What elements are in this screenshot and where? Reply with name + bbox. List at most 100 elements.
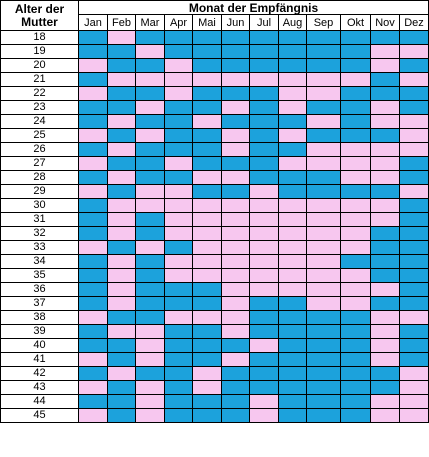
mother-age-cell: 19 — [0, 44, 79, 59]
boy-cell — [278, 324, 307, 339]
boy-cell — [278, 366, 307, 381]
boy-cell — [107, 156, 136, 171]
boy-cell — [370, 240, 400, 255]
boy-cell — [164, 394, 193, 409]
mother-age-cell: 38 — [0, 310, 79, 325]
boy-cell — [340, 44, 371, 59]
boy-cell — [164, 114, 193, 129]
table-row: 36 — [0, 282, 429, 297]
girl-cell — [221, 128, 250, 143]
girl-cell — [340, 212, 371, 227]
boy-cell — [249, 44, 279, 59]
boy-cell — [221, 30, 250, 45]
girl-cell — [249, 408, 279, 423]
boy-cell — [164, 128, 193, 143]
boy-cell — [278, 170, 307, 185]
girl-cell — [192, 268, 222, 283]
girl-cell — [249, 226, 279, 241]
boy-cell — [278, 408, 307, 423]
girl-cell — [135, 72, 165, 87]
boy-cell — [192, 128, 222, 143]
boy-cell — [164, 380, 193, 395]
girl-cell — [135, 394, 165, 409]
month-header-jan: Jan — [78, 14, 108, 31]
boy-cell — [164, 296, 193, 311]
girl-cell — [107, 324, 136, 339]
boy-cell — [370, 296, 400, 311]
boy-cell — [221, 408, 250, 423]
boy-cell — [340, 30, 371, 45]
boy-cell — [249, 114, 279, 129]
girl-cell — [306, 142, 341, 157]
mother-age-cell: 31 — [0, 212, 79, 227]
mother-age-cell: 41 — [0, 352, 79, 367]
month-header-mai: Mai — [192, 14, 222, 31]
girl-cell — [278, 212, 307, 227]
boy-cell — [164, 324, 193, 339]
boy-cell — [340, 324, 371, 339]
boy-cell — [306, 58, 341, 73]
title-row: Alter der Mutter Monat der Empfängnis — [0, 0, 429, 31]
boy-cell — [192, 296, 222, 311]
boy-cell — [78, 394, 108, 409]
girl-cell — [249, 212, 279, 227]
boy-cell — [135, 30, 165, 45]
boy-cell — [249, 100, 279, 115]
table-row: 45 — [0, 408, 429, 423]
girl-cell — [370, 58, 400, 73]
month-header-feb: Feb — [107, 14, 136, 31]
boy-cell — [221, 394, 250, 409]
boy-cell — [192, 282, 222, 297]
boy-cell — [164, 408, 193, 423]
girl-cell — [107, 212, 136, 227]
table-row: 28 — [0, 170, 429, 185]
boy-cell — [78, 282, 108, 297]
boy-cell — [107, 240, 136, 255]
boy-cell — [340, 58, 371, 73]
boy-cell — [164, 366, 193, 381]
mother-age-cell: 25 — [0, 128, 79, 143]
mother-age-cell: 44 — [0, 394, 79, 409]
girl-cell — [249, 254, 279, 269]
girl-cell — [78, 240, 108, 255]
girl-cell — [278, 100, 307, 115]
boy-cell — [135, 170, 165, 185]
girl-cell — [340, 170, 371, 185]
boy-cell — [249, 380, 279, 395]
girl-cell — [399, 380, 429, 395]
boy-cell — [278, 114, 307, 129]
mother-age-header: Alter der Mutter — [0, 0, 79, 31]
girl-cell — [221, 254, 250, 269]
girl-cell — [399, 72, 429, 87]
table-row: 20 — [0, 58, 429, 73]
boy-cell — [249, 310, 279, 325]
table-row: 43 — [0, 380, 429, 395]
table-row: 31 — [0, 212, 429, 227]
boy-cell — [164, 44, 193, 59]
table-row: 26 — [0, 142, 429, 157]
girl-cell — [164, 86, 193, 101]
mother-age-cell: 23 — [0, 100, 79, 115]
girl-cell — [370, 212, 400, 227]
girl-cell — [107, 114, 136, 129]
month-header-jul: Jul — [249, 14, 279, 31]
girl-cell — [278, 226, 307, 241]
boy-cell — [306, 380, 341, 395]
boy-cell — [278, 296, 307, 311]
boy-cell — [135, 282, 165, 297]
girl-cell — [192, 310, 222, 325]
boy-cell — [306, 100, 341, 115]
girl-cell — [107, 366, 136, 381]
girl-cell — [164, 268, 193, 283]
boy-cell — [192, 30, 222, 45]
boy-cell — [340, 310, 371, 325]
girl-cell — [135, 408, 165, 423]
boy-cell — [399, 226, 429, 241]
girl-cell — [278, 128, 307, 143]
girl-cell — [306, 226, 341, 241]
girl-cell — [192, 366, 222, 381]
boy-cell — [340, 86, 371, 101]
mother-age-cell: 42 — [0, 366, 79, 381]
boy-cell — [306, 170, 341, 185]
boy-cell — [399, 338, 429, 353]
